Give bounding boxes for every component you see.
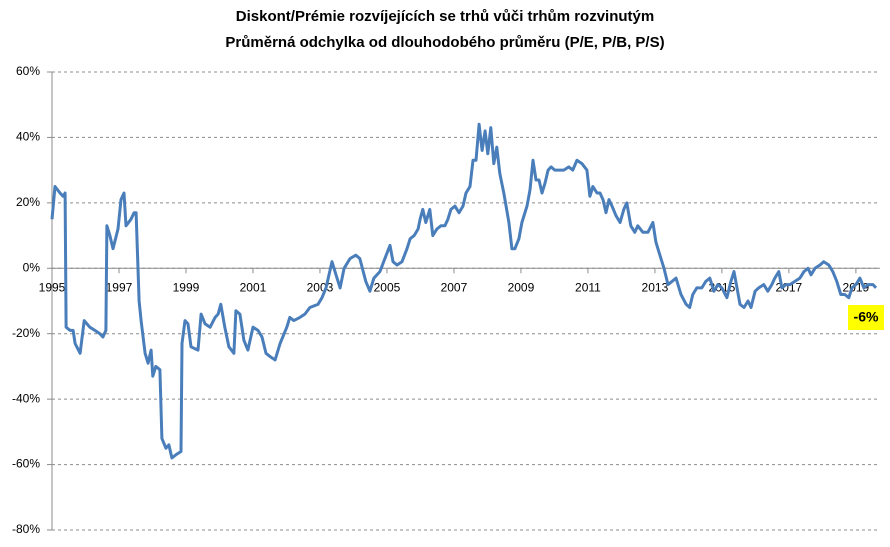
y-tick-label: 0% xyxy=(23,260,41,274)
x-tick-label: 2007 xyxy=(441,280,468,294)
y-tick-label: 60% xyxy=(16,64,40,78)
x-tick-label: 2005 xyxy=(374,280,401,294)
chart-subtitle: Průměrná odchylka od dlouhodobého průměr… xyxy=(225,34,664,51)
y-tick-label: -60% xyxy=(12,457,40,471)
data-line xyxy=(50,122,878,460)
chart-title: Diskont/Prémie rozvíjejících se trhů vůč… xyxy=(236,8,654,25)
y-tick-label: -80% xyxy=(12,522,40,536)
x-tick-label: 2013 xyxy=(642,280,669,294)
x-tick-label: 1999 xyxy=(173,280,200,294)
x-tick-label: 2001 xyxy=(240,280,267,294)
y-tick-label: 20% xyxy=(16,195,40,209)
y-tick-label: -20% xyxy=(12,326,40,340)
y-tick-label: 40% xyxy=(16,130,40,144)
y-tick-label: -40% xyxy=(12,391,40,405)
x-tick-label: 2003 xyxy=(307,280,334,294)
x-tick-label: 1997 xyxy=(106,280,133,294)
x-tick-label: 2011 xyxy=(575,280,601,294)
x-tick-label: 1995 xyxy=(39,280,66,294)
annotation: -6% xyxy=(854,309,879,325)
x-tick-label: 2009 xyxy=(508,280,535,294)
annotation-box xyxy=(848,305,884,330)
